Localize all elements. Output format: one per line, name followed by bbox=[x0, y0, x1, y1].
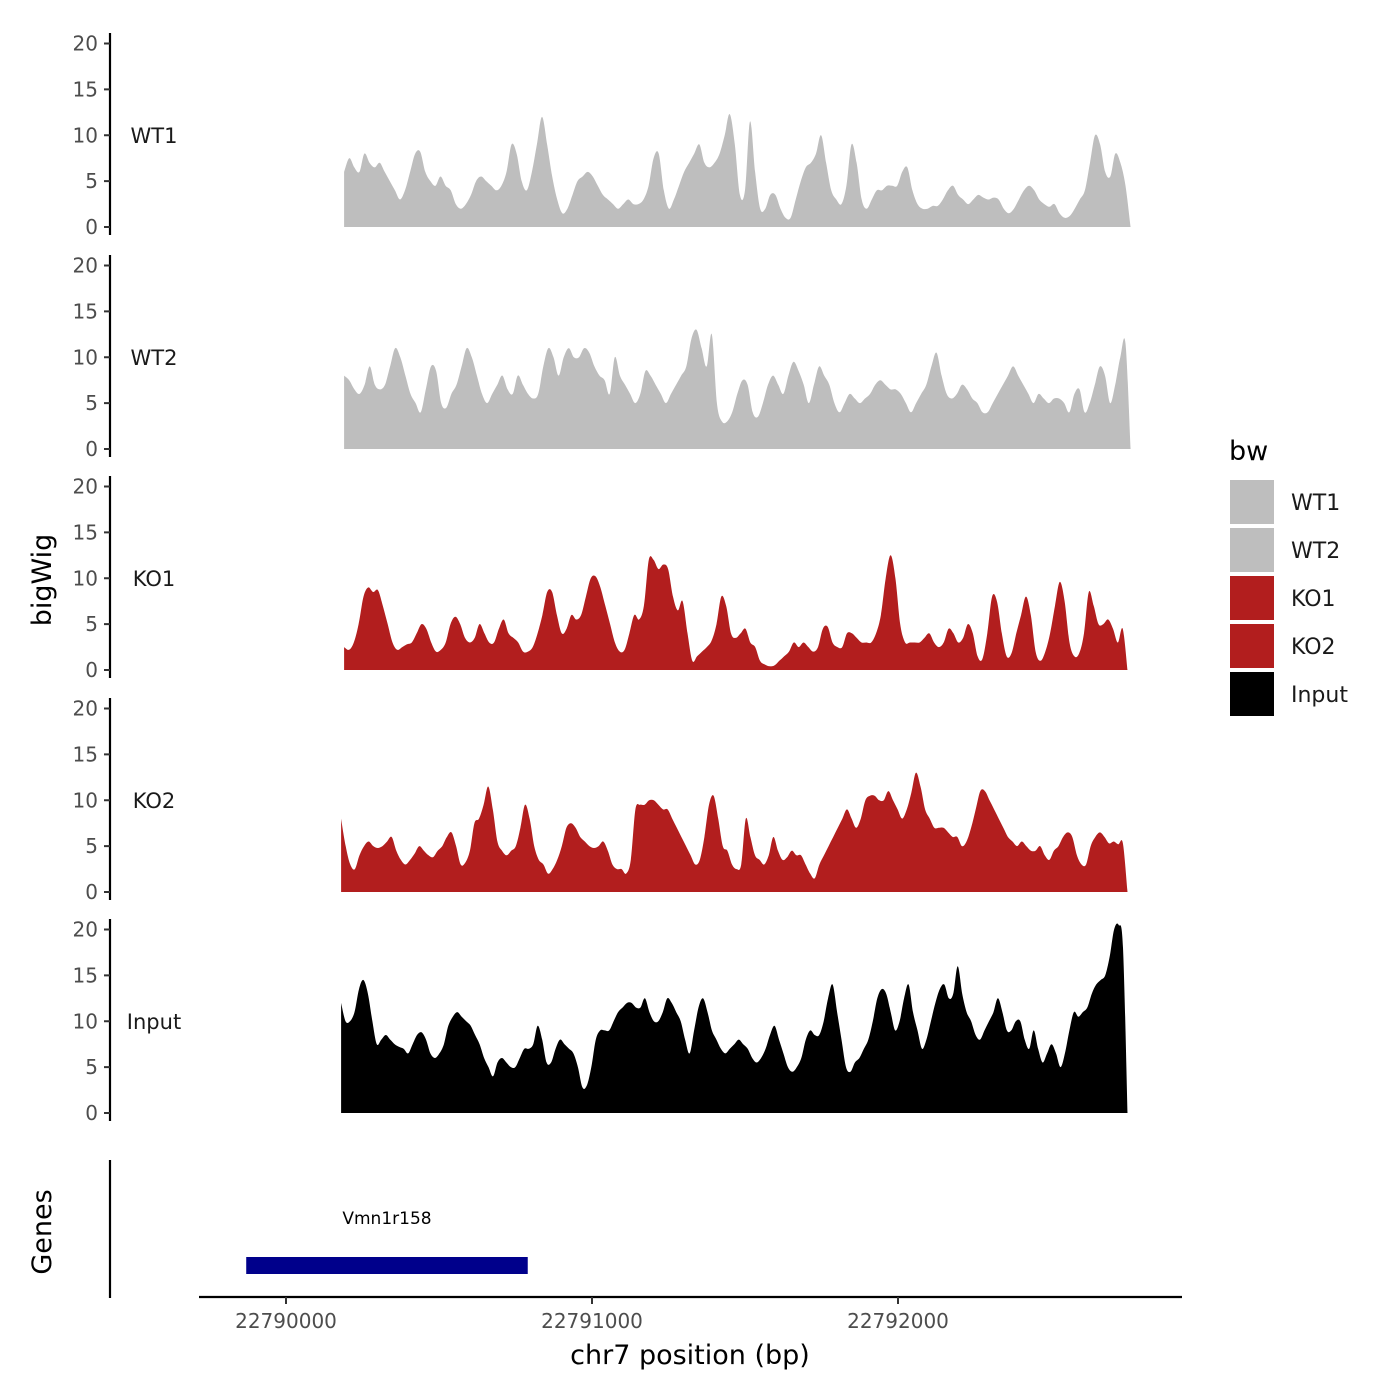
y-tick-label: 15 bbox=[73, 77, 98, 101]
y-tick-label: 20 bbox=[73, 475, 98, 499]
x-tick-label: 22791000 bbox=[541, 1309, 643, 1333]
coverage-area-ko2 bbox=[341, 772, 1128, 892]
y-tick-label: 20 bbox=[73, 918, 98, 942]
track-label-wt2: WT2 bbox=[131, 346, 178, 370]
track-ko2: 0 5 10 15 20 KO2 bbox=[73, 697, 1128, 904]
coverage-area-wt2 bbox=[344, 329, 1131, 449]
y-tick-label: 0 bbox=[85, 880, 98, 904]
y-tick-label: 10 bbox=[73, 788, 98, 812]
track-label-ko2: KO2 bbox=[133, 789, 176, 813]
gene-body-vmn1r158 bbox=[246, 1257, 528, 1274]
gene-label-vmn1r158: Vmn1r158 bbox=[342, 1209, 431, 1229]
y-tick-label: 15 bbox=[73, 520, 98, 544]
legend-key-wt2 bbox=[1230, 528, 1274, 572]
y-tick-label: 20 bbox=[73, 32, 98, 56]
track-label-ko1: KO1 bbox=[133, 567, 176, 591]
y-tick-label: 0 bbox=[85, 1101, 98, 1125]
track-wt1: 0 5 10 15 20 WT1 bbox=[73, 32, 1131, 239]
track-input: 0 5 10 15 20 Input bbox=[73, 918, 1128, 1125]
coverage-area-input bbox=[341, 923, 1128, 1113]
y-tick-label: 5 bbox=[85, 834, 98, 858]
legend-label-ko2: KO2 bbox=[1291, 635, 1336, 660]
legend-key-ko1 bbox=[1230, 576, 1274, 620]
y-tick-label: 10 bbox=[73, 123, 98, 147]
coverage-area-ko1 bbox=[344, 555, 1128, 670]
y-tick-label: 10 bbox=[73, 345, 98, 369]
coverage-tracks: 0 5 10 15 20 WT1 0 5 10 15 20 WT2 0 5 10 15 20 KO1 0 5 10 15 2… bbox=[73, 32, 1131, 1125]
track-label-input: Input bbox=[127, 1010, 181, 1034]
y-tick-label: 0 bbox=[85, 215, 98, 239]
gene-track: Vmn1r158 bbox=[108, 1160, 528, 1298]
x-tick-label: 22792000 bbox=[847, 1309, 949, 1333]
legend-label-wt1: WT1 bbox=[1291, 491, 1340, 516]
legend: bw WT1 WT2 KO1 KO2 Input bbox=[1229, 436, 1348, 716]
y-tick-label: 15 bbox=[73, 963, 98, 987]
legend-label-ko1: KO1 bbox=[1291, 587, 1336, 612]
y-tick-label: 20 bbox=[73, 697, 98, 721]
y-tick-label: 10 bbox=[73, 1009, 98, 1033]
legend-key-input bbox=[1230, 672, 1274, 716]
legend-title: bw bbox=[1229, 436, 1268, 467]
y-axis-title: bigWig bbox=[27, 534, 58, 627]
track-ko1: 0 5 10 15 20 KO1 bbox=[73, 475, 1128, 682]
y-tick-label: 15 bbox=[73, 299, 98, 323]
track-wt2: 0 5 10 15 20 WT2 bbox=[73, 254, 1131, 461]
x-axis-title: chr7 position (bp) bbox=[570, 1340, 810, 1371]
y-tick-label: 0 bbox=[85, 658, 98, 682]
coverage-area-wt1 bbox=[344, 114, 1131, 227]
y-tick-label: 20 bbox=[73, 254, 98, 278]
y-tick-label: 5 bbox=[85, 612, 98, 636]
y-tick-label: 0 bbox=[85, 437, 98, 461]
track-label-wt1: WT1 bbox=[131, 124, 178, 148]
legend-key-ko2 bbox=[1230, 624, 1274, 668]
y-tick-label: 15 bbox=[73, 742, 98, 766]
x-tick-label: 22790000 bbox=[235, 1309, 337, 1333]
genes-track-title: Genes bbox=[27, 1189, 58, 1274]
y-tick-label: 5 bbox=[85, 169, 98, 193]
y-tick-label: 10 bbox=[73, 566, 98, 590]
y-tick-label: 5 bbox=[85, 391, 98, 415]
x-axis: 22790000 22791000 22792000 bbox=[199, 1295, 1182, 1333]
y-tick-label: 5 bbox=[85, 1055, 98, 1079]
legend-key-wt1 bbox=[1230, 480, 1274, 524]
legend-label-wt2: WT2 bbox=[1291, 539, 1340, 564]
legend-label-input: Input bbox=[1291, 683, 1348, 708]
